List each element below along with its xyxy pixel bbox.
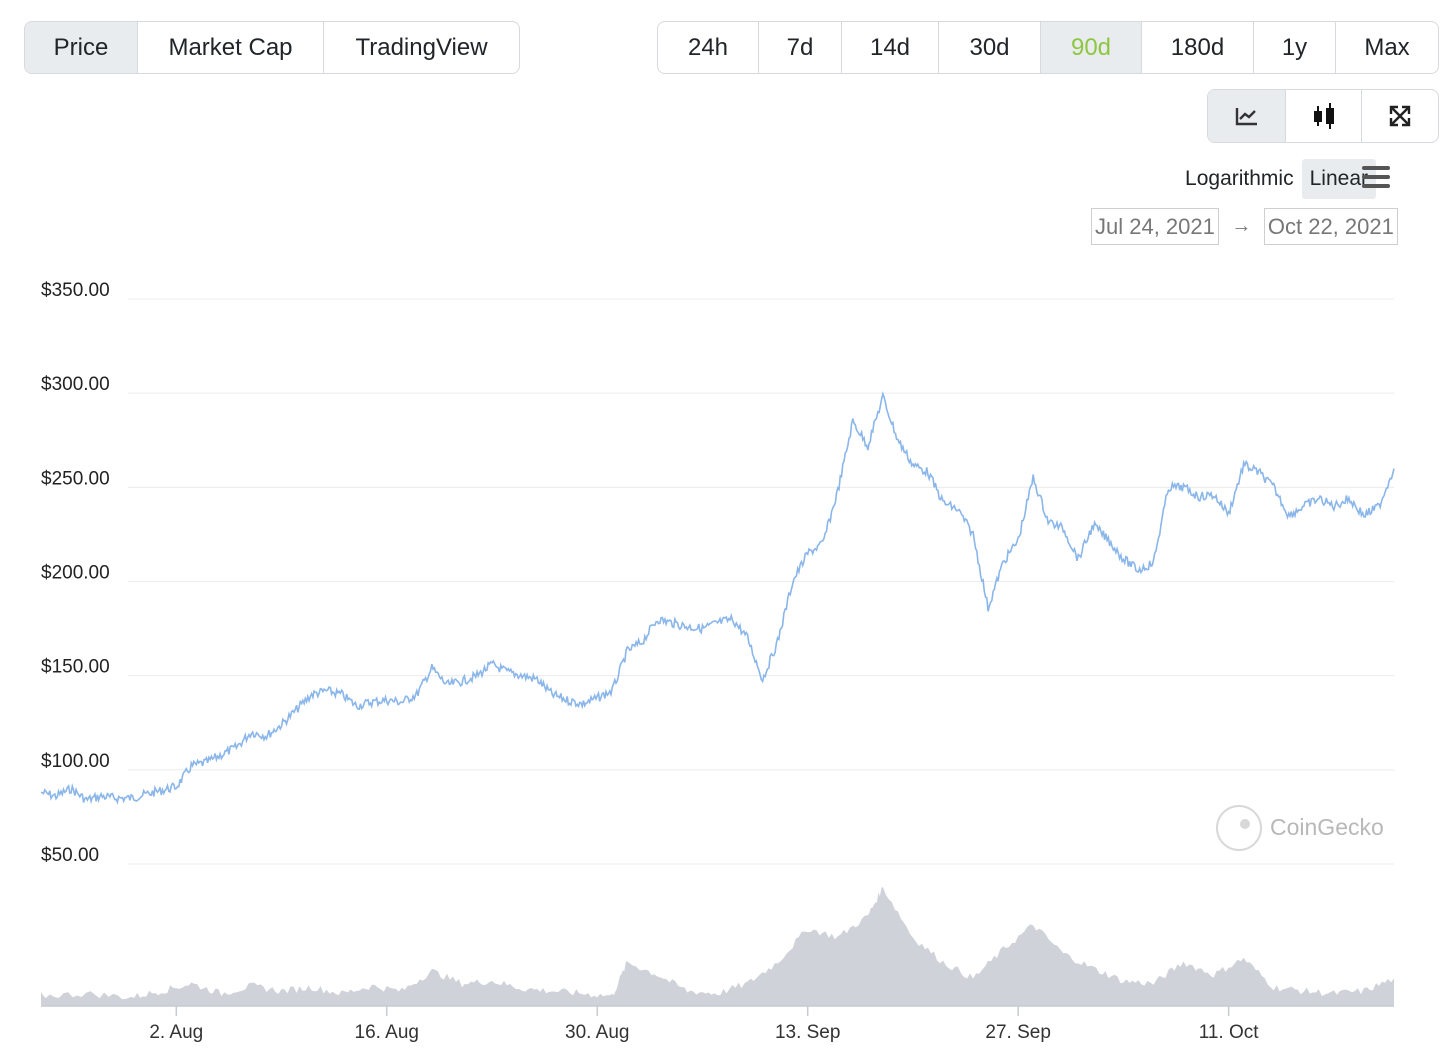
range-90d[interactable]: 90d [1041,22,1142,73]
date-range: Jul 24, 2021 → Oct 22, 2021 [1091,208,1398,245]
x-tick-label: 16. Aug [355,1022,419,1043]
y-tick-label: $250.00 [41,468,110,489]
range-30d[interactable]: 30d [939,22,1041,73]
y-axis: $350.00 $300.00 $250.00 $200.00 $150.00 $100.… [41,280,110,866]
chart-mode-buttons [1207,89,1439,143]
y-tick-label: $300.00 [41,374,110,395]
tab-tradingview[interactable]: TradingView [355,33,488,61]
chart-type-tabs: Price Market Cap TradingView [24,21,520,74]
x-tick-label: 13. Sep [775,1022,841,1043]
watermark-text: CoinGecko [1270,814,1384,840]
expand-icon [1389,105,1411,127]
scale-logarithmic[interactable]: Logarithmic [1185,167,1294,190]
range-14d[interactable]: 14d [842,22,939,73]
range-180d[interactable]: 180d [1142,22,1254,73]
volume-area-path [41,887,1394,1006]
tab-price[interactable]: Price [25,22,138,73]
y-tick-label: $200.00 [41,563,110,584]
grid-lines [128,298,1394,865]
range-1y[interactable]: 1y [1254,22,1336,73]
tab-market-cap[interactable]: Market Cap [138,22,324,73]
x-tick-label: 2. Aug [149,1022,203,1043]
range-max[interactable]: Max [1364,33,1410,61]
range-24h[interactable]: 24h [658,22,759,73]
date-from-input[interactable]: Jul 24, 2021 [1091,208,1219,245]
scale-toggle: Logarithmic Linear [1177,159,1376,199]
y-tick-label: $150.00 [41,657,110,678]
y-tick-label: $50.00 [41,845,99,866]
candlestick-icon [1313,103,1334,129]
coingecko-logo-icon [1216,805,1262,851]
x-tick-label: 30. Aug [565,1022,629,1043]
arrow-right-icon: → [1231,215,1252,237]
time-range-tabs: 24h 7d 14d 30d 90d 180d 1y Max [657,21,1439,74]
range-7d[interactable]: 7d [759,22,842,73]
fullscreen-button[interactable] [1362,90,1438,142]
hamburger-menu-icon[interactable] [1362,166,1390,190]
coingecko-watermark: CoinGecko [1216,805,1384,851]
price-line [40,390,1395,805]
scale-linear[interactable]: Linear [1301,159,1376,199]
candlestick-button[interactable] [1286,90,1362,142]
x-tick-label: 11. Oct [1199,1022,1260,1043]
date-to-input[interactable]: Oct 22, 2021 [1263,208,1398,245]
x-axis: 2. Aug 16. Aug 30. Aug 13. Sep 27. Sep 11. Oc… [149,1006,1259,1043]
line-chart-icon [1235,108,1257,126]
y-tick-label: $350.00 [41,280,110,301]
line-chart-button[interactable] [1208,90,1286,142]
x-tick-label: 27. Sep [985,1022,1051,1043]
y-tick-label: $100.00 [41,751,110,772]
volume-area [41,887,1394,1006]
